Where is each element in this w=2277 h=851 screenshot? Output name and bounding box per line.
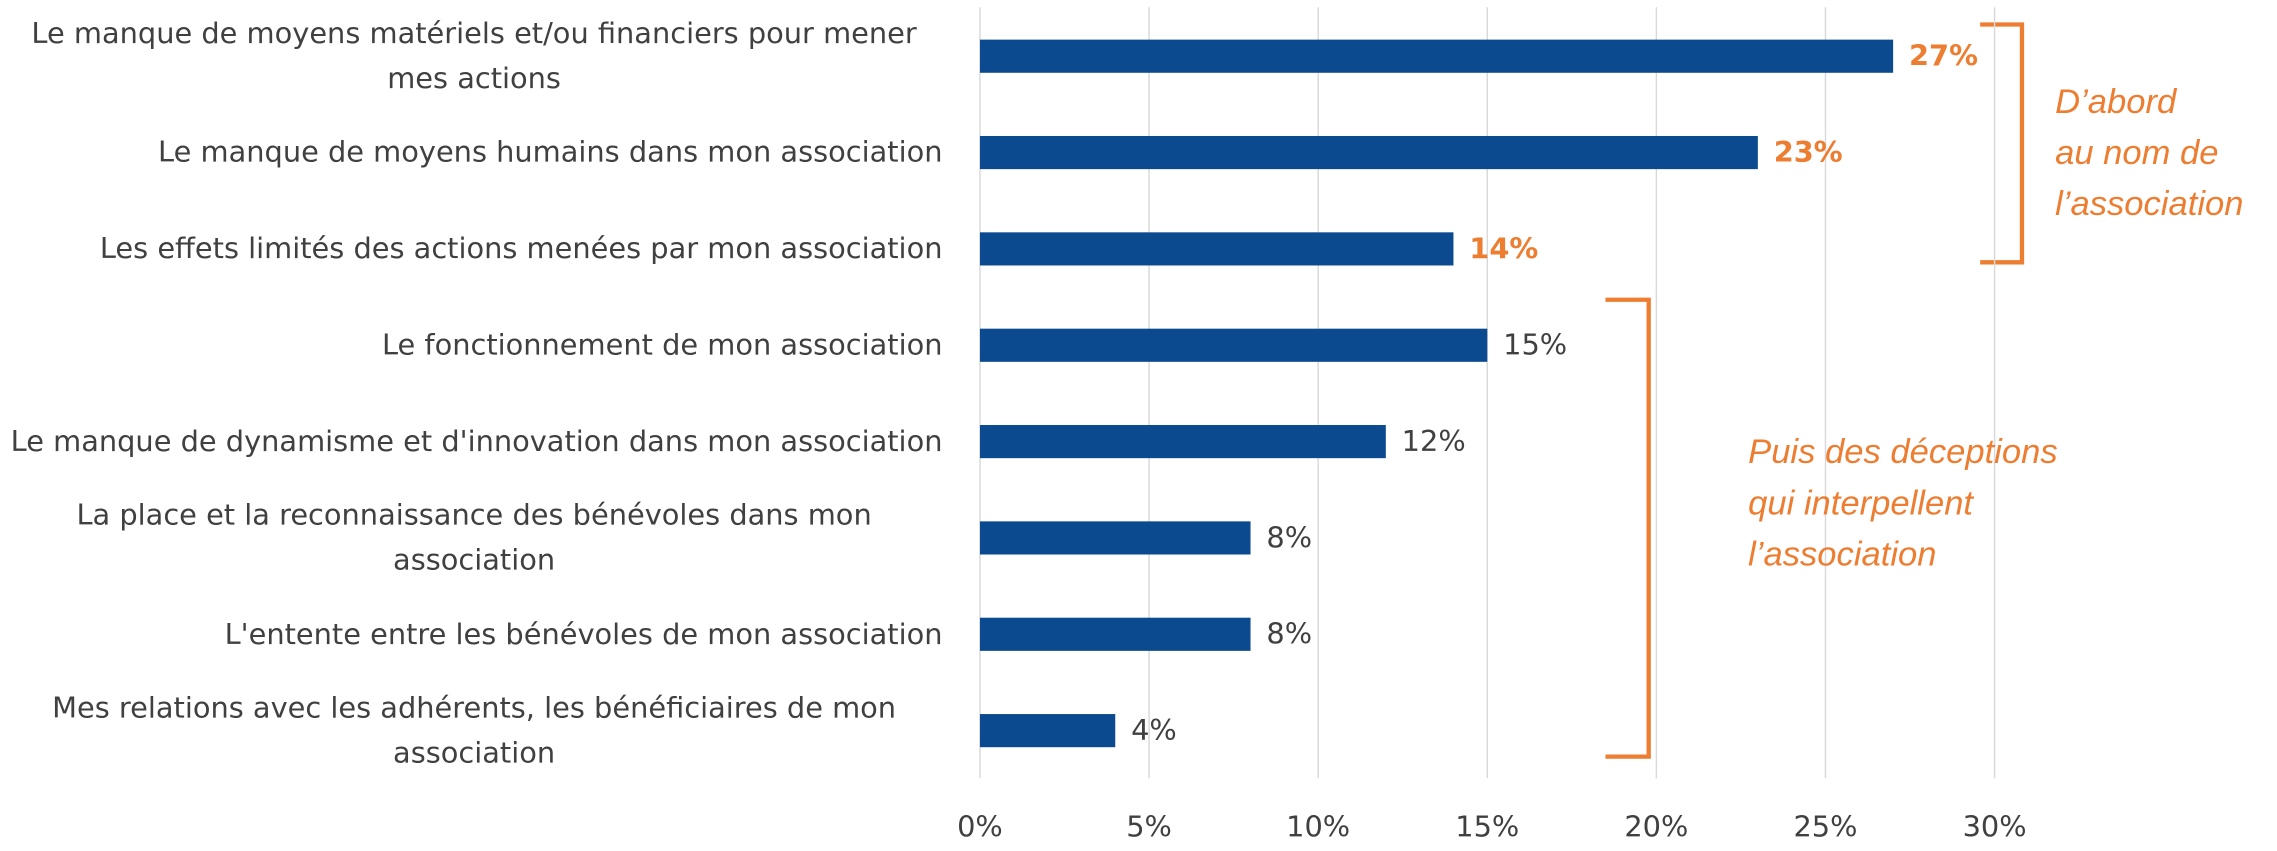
category-label-box: Les effets limités des actions menées pa… [6, 201, 943, 296]
value-label: 14% [1469, 231, 1538, 265]
category-label-wrap: Le fonctionnement de mon association [6, 298, 943, 393]
value-label: 4% [1131, 713, 1177, 747]
bar [979, 521, 1251, 555]
annotation: D’abord [2055, 83, 2178, 121]
bar [979, 135, 1758, 170]
category-label-wrap: Mes relations avec les adhérents, les bé… [6, 683, 943, 778]
x-tick-label: 15% [1455, 810, 1519, 844]
annotation: qui interpellent [1748, 484, 1974, 522]
category-label-wrap: Les effets limités des actions menées pa… [6, 201, 943, 296]
x-tick-label: 5% [1126, 810, 1172, 844]
category-label-box: L'entente entre les bénévoles de mon ass… [6, 587, 943, 682]
category-label-box: Le manque de dynamisme et d'innovation d… [6, 394, 943, 489]
category-label-box: Le fonctionnement de mon association [6, 298, 943, 393]
bar [979, 617, 1251, 651]
category-label-box: La place et la reconnaissance des bénévo… [6, 490, 943, 585]
value-label: 15% [1503, 328, 1567, 362]
bracket [1980, 22, 2025, 265]
annotation: l’association [1748, 535, 1936, 573]
value-label: 8% [1266, 520, 1312, 554]
category-label-wrap: Le manque de dynamisme et d'innovation d… [6, 394, 943, 489]
value-label: 8% [1266, 617, 1312, 651]
category-label: Le manque de moyens humains dans mon ass… [158, 134, 943, 170]
value-label: 23% [1774, 135, 1843, 169]
category-label: La place et la reconnaissance des bénévo… [76, 497, 872, 577]
annotation: Puis des déceptions [1748, 433, 2057, 471]
category-label: Mes relations avec les adhérents, les bé… [52, 690, 897, 770]
bar [979, 714, 1116, 748]
bar [979, 425, 1386, 459]
bracket [1605, 297, 1651, 759]
x-tick-label: 0% [957, 810, 1003, 844]
category-label-wrap: Le manque de moyens humains dans mon ass… [6, 105, 943, 200]
bar [979, 328, 1488, 362]
category-label: Le manque de moyens matériels et/ou fina… [31, 15, 917, 96]
bar [979, 232, 1454, 266]
x-tick-label: 30% [1963, 810, 2027, 844]
value-label: 12% [1402, 424, 1466, 458]
category-label: L'entente entre les bénévoles de mon ass… [224, 616, 943, 651]
category-label-wrap: Le manque de moyens matériels et/ou fina… [6, 9, 943, 104]
category-label-box: Mes relations avec les adhérents, les bé… [6, 683, 943, 778]
category-label: Le fonctionnement de mon association [381, 327, 943, 362]
x-tick-label: 20% [1624, 810, 1688, 844]
category-label-box: Le manque de moyens humains dans mon ass… [6, 105, 943, 200]
bar [979, 39, 1894, 73]
category-label-box: Le manque de moyens matériels et/ou fina… [6, 9, 943, 104]
category-label: Le manque de dynamisme et d'innovation d… [10, 423, 943, 459]
category-label-wrap: L'entente entre les bénévoles de mon ass… [6, 587, 943, 682]
x-tick-label: 25% [1793, 810, 1857, 844]
x-tick-label: 10% [1286, 810, 1350, 844]
annotation: au nom de [2055, 134, 2218, 172]
value-label: 27% [1909, 39, 1978, 73]
category-label: Les effets limités des actions menées pa… [99, 230, 943, 266]
category-label-wrap: La place et la reconnaissance des bénévo… [6, 490, 943, 585]
annotation: l’association [2055, 185, 2243, 223]
